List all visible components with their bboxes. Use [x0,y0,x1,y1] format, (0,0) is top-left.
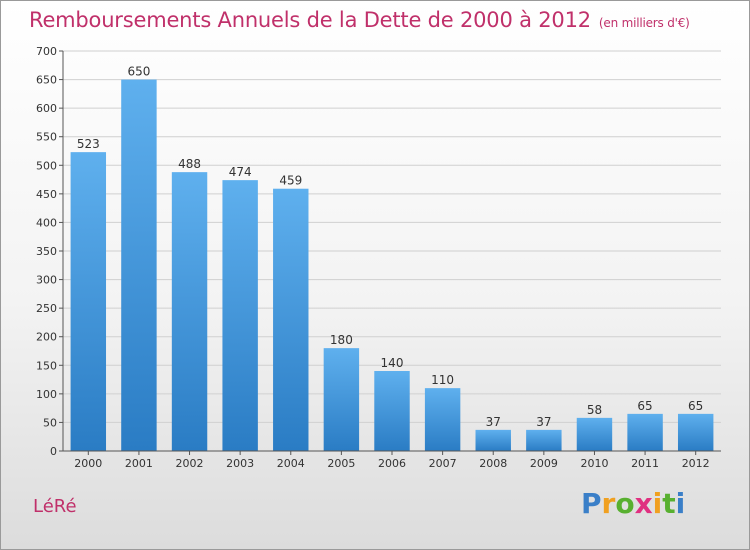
bar [526,429,562,451]
bar-value-label: 65 [637,399,652,413]
y-tick-label: 700 [36,45,57,58]
bar [475,429,511,451]
bar-value-label: 58 [587,403,602,417]
y-tick-label: 250 [36,302,57,315]
x-tick-label: 2008 [479,457,507,470]
bar [576,417,613,451]
bar [273,188,309,451]
axes: 0 50 100 150 200 250 300 350 400 450 500 550 600 650 7… [36,45,721,470]
x-tick-label: 2001 [125,457,153,470]
x-tick-label: 2003 [226,457,254,470]
bar [323,348,360,451]
logo-letter: r [601,487,616,520]
bar [374,371,410,451]
bar [424,388,461,451]
x-tick-label: 2009 [530,457,558,470]
bar [677,413,714,451]
logo-letter: o [615,487,635,520]
logo-letter: i [675,487,686,520]
x-tick-label: 2007 [429,457,457,470]
bar-value-label: 37 [536,415,551,429]
logo-letter: x [634,487,653,520]
chart-title: Remboursements Annuels de la Dette de 20… [29,8,690,32]
bar-value-label: 140 [381,356,404,370]
bar-value-label: 523 [77,137,100,151]
y-tick-label: 650 [36,74,57,87]
y-tick-label: 450 [36,188,57,201]
bar [171,172,208,451]
y-tick-label: 300 [36,274,57,287]
logo-letter: i [652,487,663,520]
bar [627,413,663,451]
x-tick-label: 2011 [631,457,659,470]
bar-value-label: 488 [178,157,201,171]
bar [121,79,157,452]
x-tick-label: 2000 [74,457,102,470]
y-tick-label: 550 [36,131,57,144]
x-tick-label: 2005 [327,457,355,470]
bar-value-label: 37 [486,415,501,429]
y-tick-label: 150 [36,359,57,372]
y-tick-label: 0 [50,445,57,458]
x-tick-label: 2002 [176,457,204,470]
bar-value-label: 459 [279,174,302,188]
commune-name: LéRé [33,496,77,517]
y-tick-label: 500 [36,159,57,172]
x-tick-label: 2006 [378,457,406,470]
x-tick-label: 2012 [682,457,710,470]
bar-value-label: 65 [688,399,703,413]
bar [222,180,258,451]
y-tick-label: 50 [43,416,57,429]
bars: 523 650 488 474 459 180 140 110 37 37 58 65 65 [70,65,714,452]
title-unit: (en milliers d'€) [598,16,690,30]
logo-letter: t [662,487,676,520]
title-text: Remboursements Annuels de la Dette de 20… [29,8,591,32]
bar-value-label: 110 [431,373,454,387]
bar-value-label: 474 [229,165,252,179]
x-tick-label: 2004 [277,457,305,470]
bar [70,152,107,451]
logo-letter: P [581,487,602,520]
proxiti-logo: Proxiti [581,487,685,520]
y-tick-label: 350 [36,245,57,258]
y-tick-label: 200 [36,331,57,344]
x-tick-label: 2010 [580,457,608,470]
bar-value-label: 650 [127,65,150,79]
y-tick-label: 100 [36,388,57,401]
y-tick-label: 400 [36,216,57,229]
y-tick-label: 600 [36,102,57,115]
bar-value-label: 180 [330,333,353,347]
